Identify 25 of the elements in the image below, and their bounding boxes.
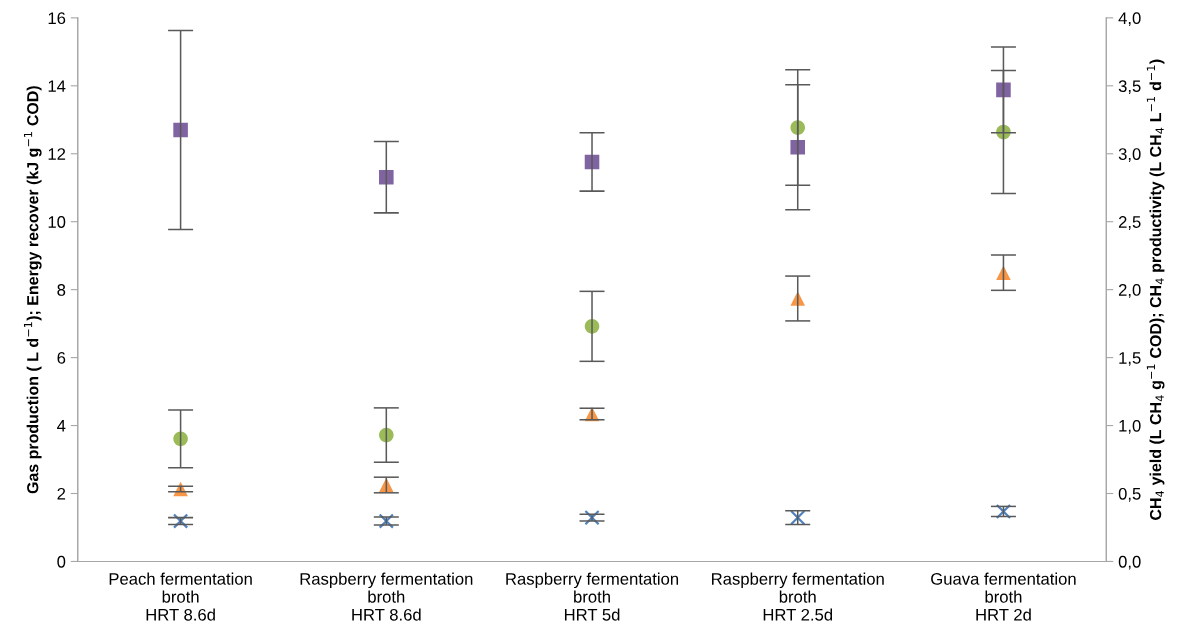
y2-tick-label: 4,0 — [1118, 12, 1141, 27]
y-tick-label: 8 — [57, 284, 66, 296]
y-tick-label: 14 — [48, 80, 66, 92]
y-tick-label: 6 — [57, 352, 66, 364]
y2-tick-label: 0,5 — [1118, 487, 1141, 502]
x-tick-label: Raspberry fermentation broth HRT 5d — [506, 572, 679, 621]
y-tick-label: 0 — [57, 555, 66, 568]
y2-tick-label: 1,5 — [1119, 352, 1141, 366]
y-tick-label: 16 — [48, 12, 66, 25]
x-tick-label: Peach fermentation broth HRT 8.6d — [109, 572, 252, 621]
y2-tick-label: 1,0 — [1119, 419, 1141, 434]
y2-tick-label: 3,0 — [1118, 148, 1141, 162]
x-tick-label: Guava fermentation broth HRT 2d — [931, 572, 1076, 621]
y-tick-label: 10 — [48, 216, 66, 228]
x-tick-label: Raspberry fermentation broth HRT 2.5d — [712, 572, 884, 621]
y2-tick-label: 0,0 — [1118, 555, 1141, 570]
y-tick-label: 4 — [57, 420, 66, 432]
y-axis-title: Gas production ( L d$^{−1}$); Energy recover (kJ g$^{−1}$ COD) — [23, 86, 42, 494]
y2-tick-label: 2,5 — [1118, 216, 1141, 230]
y-tick-label: 12 — [48, 148, 66, 160]
y2-tick-label: 2,0 — [1118, 284, 1141, 298]
y2-tick-label: 3,5 — [1118, 80, 1141, 94]
y-tick-label: 2 — [57, 487, 66, 500]
x-tick-label: Raspberry fermentation broth HRT 8.6d — [300, 572, 473, 621]
text: CH$_{4}$ yield (L CH$_{4}$ g$^{−1}$ COD); CH$_{4}$ productivity (L CH$_{4}$ L$^{−1}$ d$^{−1}$) — [1146, 59, 1165, 520]
